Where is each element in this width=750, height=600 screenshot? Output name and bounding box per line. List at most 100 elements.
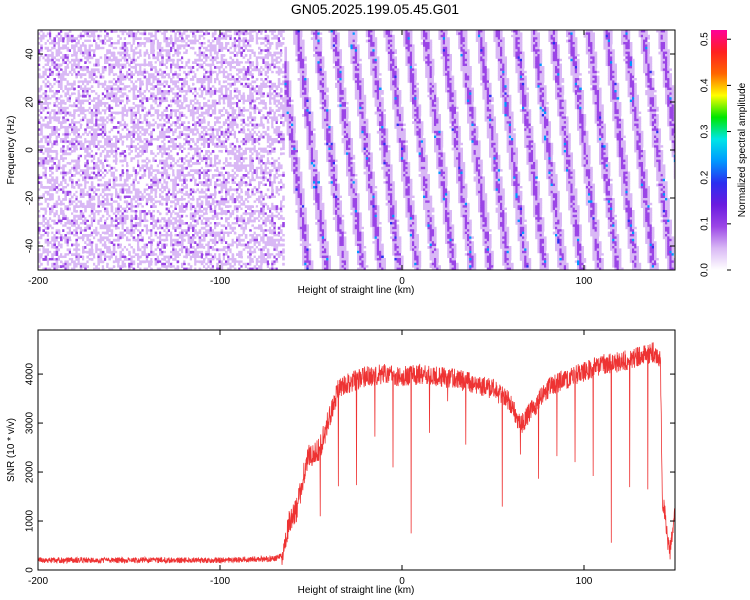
- heatmap-cell: [79, 267, 83, 270]
- heatmap-cell: [167, 102, 171, 105]
- heatmap-cell: [106, 210, 109, 213]
- heatmap-cell: [38, 138, 41, 141]
- heatmap-cell: [49, 174, 52, 177]
- heatmap-cell: [121, 82, 125, 86]
- heatmap-cell: [42, 200, 45, 204]
- heatmap-cell: [82, 250, 85, 254]
- heatmap-cell: [64, 265, 67, 268]
- heatmap-cell: [90, 219, 94, 223]
- heatmap-cell: [44, 250, 48, 254]
- heatmap-cell: [68, 94, 72, 98]
- heatmap-cell: [112, 265, 116, 268]
- heatmap-cell: [57, 265, 61, 268]
- heatmap-cell: [79, 130, 83, 134]
- heatmap-cell: [156, 243, 160, 247]
- heatmap-cell: [132, 90, 136, 93]
- heatmap-cell: [185, 80, 188, 84]
- heatmap-cell: [62, 99, 65, 103]
- heatmap-cell: [126, 49, 129, 52]
- heatmap-cell: [46, 193, 50, 196]
- heatmap-cell: [104, 169, 107, 172]
- heatmap-cell: [62, 114, 65, 117]
- heatmap-cell: [62, 169, 65, 172]
- heatmap-cell: [53, 205, 56, 208]
- heatmap-cell: [170, 128, 173, 132]
- heatmap-cell: [57, 212, 61, 216]
- heatmap-cell: [64, 250, 67, 254]
- heatmap-cell: [64, 207, 67, 211]
- heatmap-cell: [66, 217, 70, 220]
- heatmap-cell: [46, 61, 50, 64]
- heatmap-cell: [46, 258, 50, 261]
- heatmap-cell: [88, 152, 92, 156]
- heatmap-cell: [38, 145, 41, 148]
- heatmap-cell: [128, 82, 131, 86]
- heatmap-cell: [71, 188, 74, 192]
- heatmap-cell: [38, 54, 41, 57]
- heatmap-cell: [38, 255, 41, 259]
- heatmap-cell: [112, 66, 116, 69]
- heatmap-cell: [82, 169, 85, 172]
- heatmap-cell: [55, 229, 59, 232]
- heatmap-cell: [51, 157, 54, 160]
- heatmap-cell: [82, 255, 85, 259]
- heatmap-cell: [71, 181, 74, 184]
- heatmap-cell: [143, 58, 147, 62]
- heatmap-cell: [132, 248, 136, 252]
- heatmap-cell: [42, 109, 45, 112]
- heatmap-cell: [163, 70, 166, 74]
- heatmap-cell: [73, 42, 76, 45]
- heatmap-cell: [60, 241, 63, 244]
- heatmap-cell: [163, 87, 166, 91]
- heatmap-cell: [174, 222, 177, 225]
- heatmap-cell: [66, 63, 70, 67]
- heatmap-cell: [62, 140, 65, 144]
- heatmap-cell: [40, 116, 43, 120]
- heatmap-cell: [55, 109, 59, 112]
- heatmap-cell: [64, 195, 67, 199]
- heatmap-cell: [137, 152, 140, 156]
- heatmap-cell: [95, 61, 98, 64]
- heatmap-cell: [108, 75, 111, 79]
- heatmap-cell: [68, 63, 72, 67]
- heatmap-cell: [93, 70, 96, 74]
- heatmap-cell: [71, 66, 74, 69]
- heatmap-cell: [40, 150, 43, 153]
- heatmap-cell: [148, 85, 151, 88]
- heatmap-cell: [71, 154, 74, 158]
- heatmap-cell: [123, 116, 127, 120]
- heatmap-cell: [64, 51, 67, 55]
- heatmap-cell: [167, 217, 171, 220]
- heatmap-cell: [145, 114, 149, 117]
- heatmap-cell: [121, 190, 125, 194]
- heatmap-cell: [64, 123, 67, 127]
- heatmap-cell: [77, 56, 81, 60]
- heatmap-cell: [68, 195, 72, 199]
- heatmap-cell: [62, 39, 65, 43]
- heatmap-cell: [130, 202, 133, 206]
- heatmap-cell: [71, 174, 74, 177]
- heatmap-cell: [185, 255, 188, 259]
- heatmap-cell: [110, 217, 114, 220]
- heatmap-cell: [40, 207, 43, 211]
- heatmap-cell: [79, 102, 83, 105]
- heatmap-cell: [141, 46, 144, 50]
- heatmap-cell: [86, 109, 89, 112]
- heatmap-cell: [95, 246, 98, 249]
- heatmap-cell: [174, 128, 177, 132]
- heatmap-cell: [88, 226, 92, 230]
- heatmap-cell: [110, 193, 114, 196]
- heatmap-cell: [60, 34, 63, 38]
- heatmap-cell: [79, 200, 83, 204]
- heatmap-cell: [55, 248, 59, 252]
- heatmap-cell: [181, 171, 184, 175]
- heatmap-cell: [88, 130, 92, 134]
- heatmap-cell: [75, 202, 78, 206]
- heatmap-cell: [60, 190, 63, 194]
- heatmap-cell: [60, 102, 63, 105]
- heatmap-cell: [71, 202, 74, 206]
- heatmap-cell: [119, 80, 122, 84]
- heatmap-cell: [90, 253, 94, 256]
- heatmap-cell: [77, 258, 81, 261]
- heatmap-cell: [44, 265, 48, 268]
